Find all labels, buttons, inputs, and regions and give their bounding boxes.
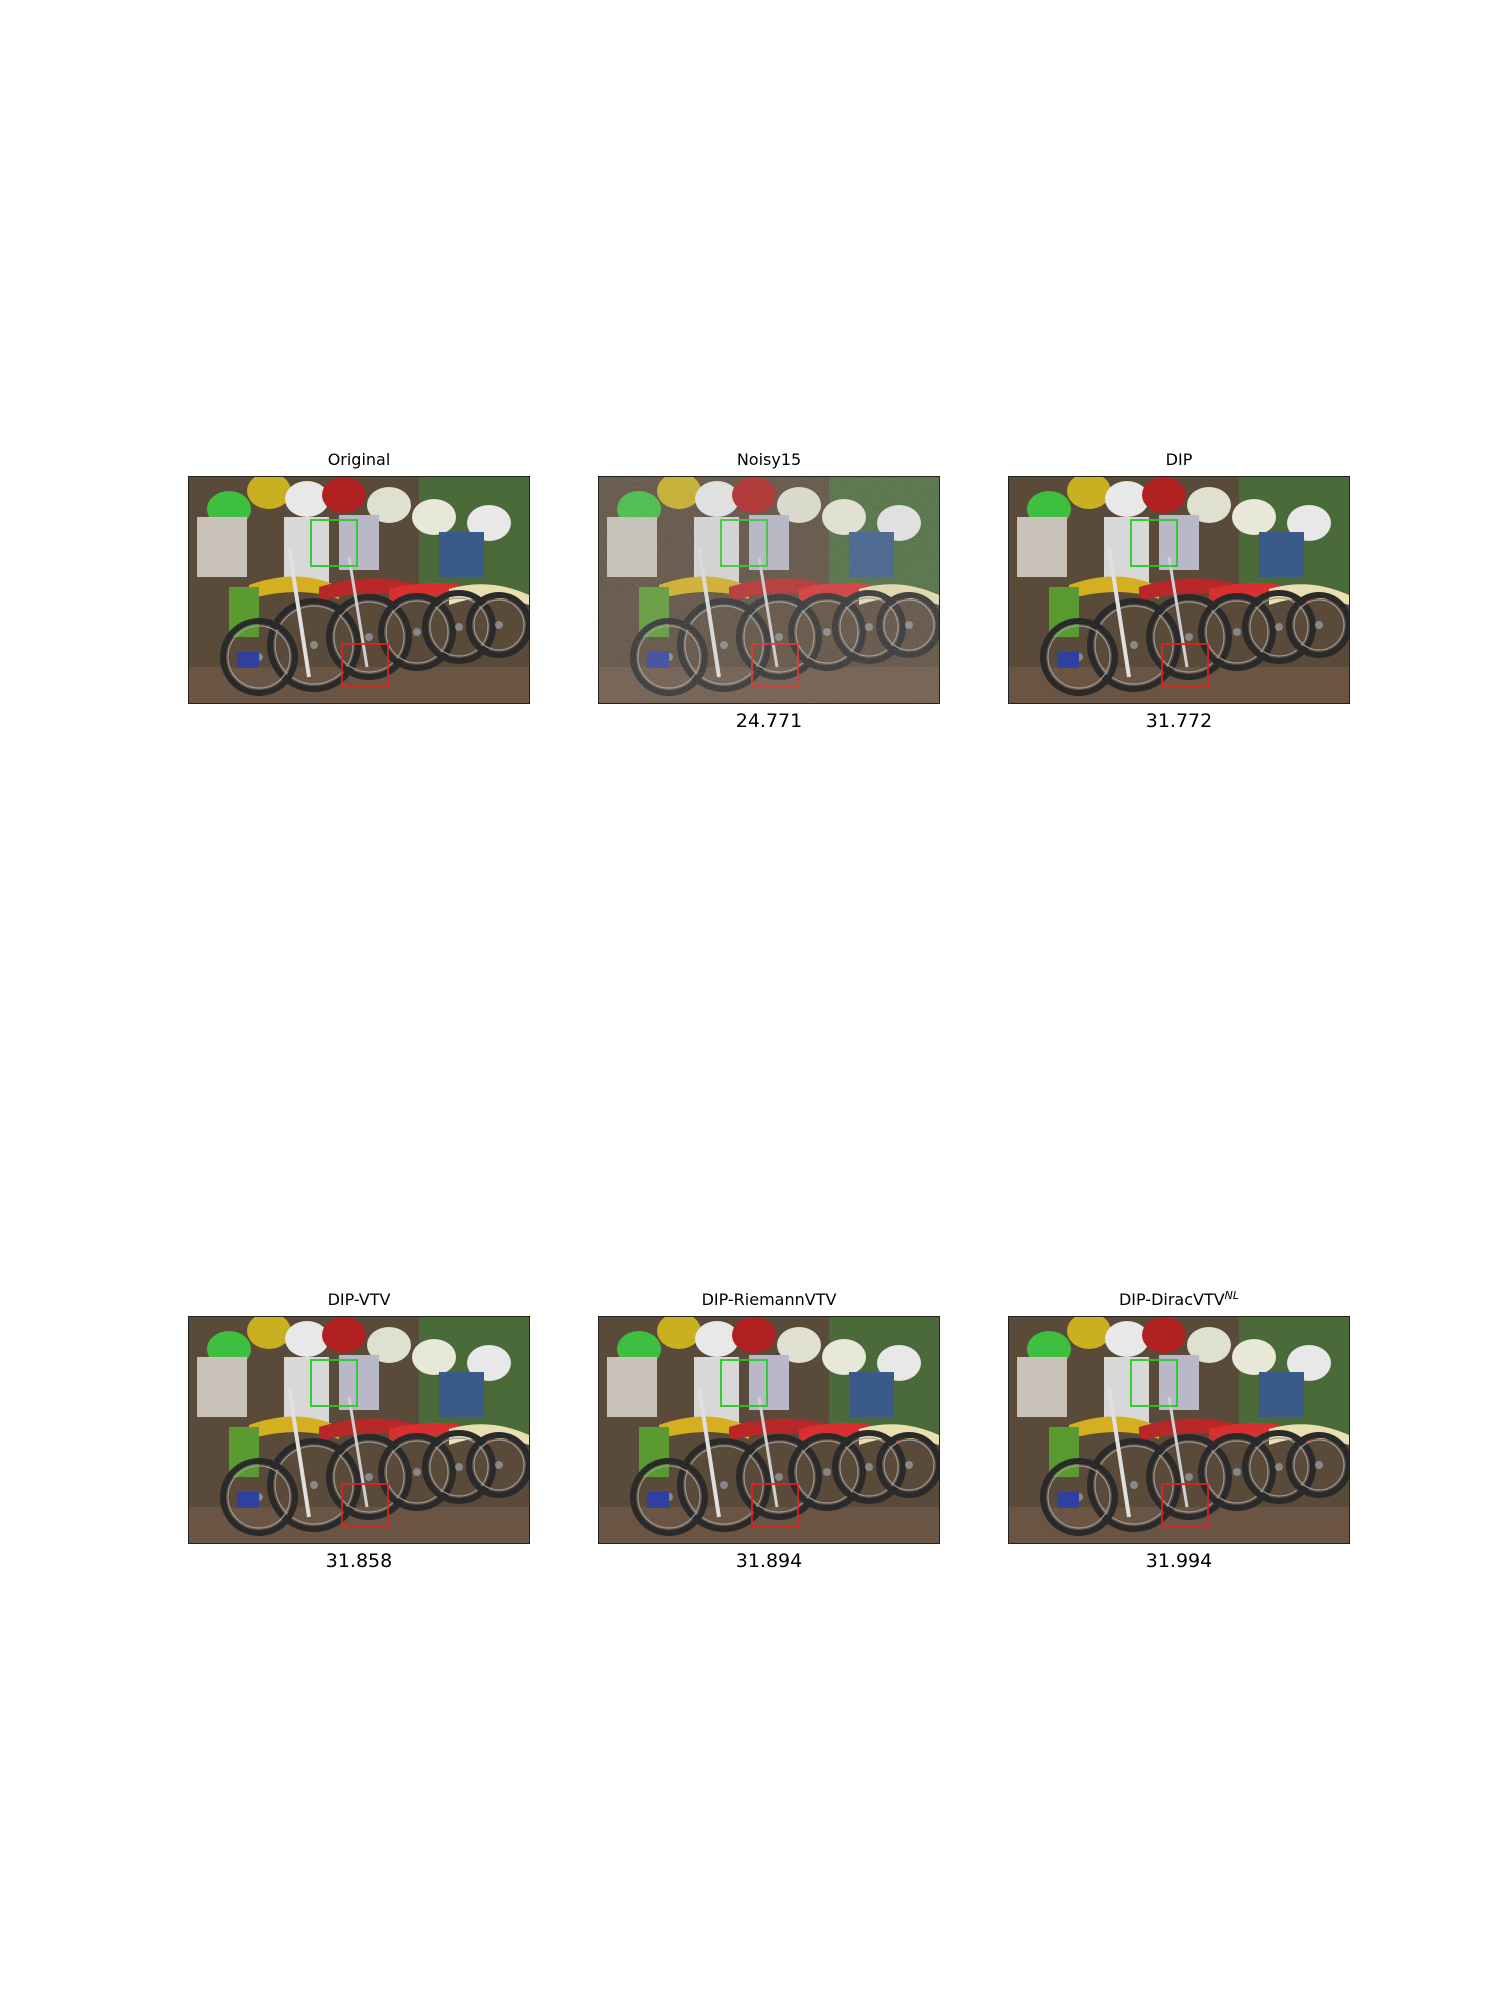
psnr-score: 31.994: [1008, 1550, 1350, 1572]
panel-title: DIP-RiemannVTV: [598, 1290, 940, 1310]
image-panel: DIP-RiemannVTV 31.894: [598, 1316, 940, 1544]
motocross-photo: [188, 1316, 530, 1544]
panel-title-text: Original: [328, 450, 391, 469]
panel-title: DIP: [1008, 450, 1350, 470]
image-panel: Original: [188, 476, 530, 704]
panel-title-text: DIP-VTV: [328, 1290, 391, 1309]
motocross-photo: [598, 1316, 940, 1544]
psnr-score: 24.771: [598, 710, 940, 732]
panel-title-text: DIP: [1166, 450, 1193, 469]
image-panel: DIP-DiracVTVNL 31.994: [1008, 1316, 1350, 1544]
panel-title: DIP-VTV: [188, 1290, 530, 1310]
panel-title-superscript: NL: [1225, 1289, 1239, 1302]
panel-title: Original: [188, 450, 530, 470]
motocross-photo: [188, 476, 530, 704]
panel-title-text: Noisy15: [737, 450, 801, 469]
psnr-score: 31.894: [598, 1550, 940, 1572]
psnr-score: 31.772: [1008, 710, 1350, 732]
image-panel: DIP 31.772: [1008, 476, 1350, 704]
panel-title-text: DIP-DiracVTV: [1119, 1290, 1225, 1309]
image-panel: Noisy15 24.771: [598, 476, 940, 704]
panel-title-text: DIP-RiemannVTV: [702, 1290, 837, 1309]
motocross-photo: [1008, 1316, 1350, 1544]
motocross-photo: [1008, 476, 1350, 704]
motocross-photo: [598, 476, 940, 704]
panel-title: DIP-DiracVTVNL: [1008, 1290, 1350, 1310]
image-panel: DIP-VTV 31.858: [188, 1316, 530, 1544]
psnr-score: 31.858: [188, 1550, 530, 1572]
panel-title: Noisy15: [598, 450, 940, 470]
